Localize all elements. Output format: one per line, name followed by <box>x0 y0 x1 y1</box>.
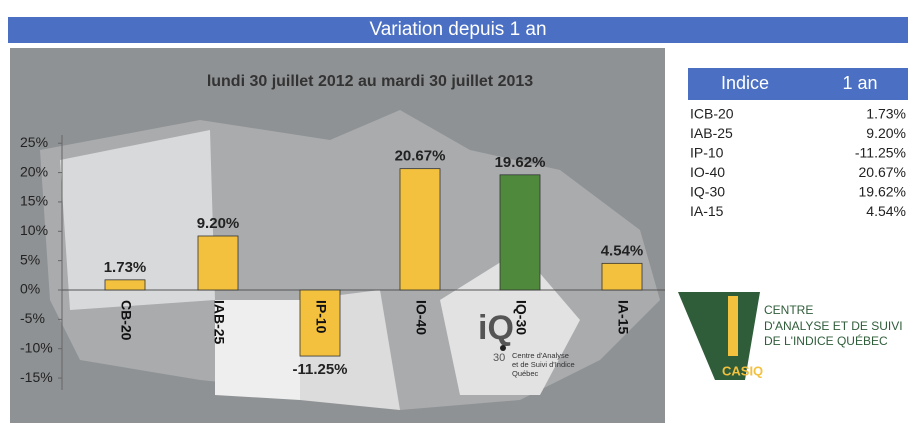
logo-text: CENTRE <box>764 303 813 317</box>
watermark-text: Centre d'Analyse <box>512 351 569 360</box>
table: Indice 1 an ICB-20 1.73% IAB-25 9.20% IP-10 -11… <box>688 68 908 219</box>
logo-mark: CASIQ <box>722 363 763 378</box>
bar <box>499 174 541 291</box>
table-cell: 4.54% <box>866 203 906 219</box>
data-label: 4.54% <box>601 242 644 259</box>
map-province <box>60 130 215 310</box>
table-header <box>688 68 908 100</box>
table-cell: IA-15 <box>690 203 724 219</box>
y-tick-label: 15% <box>20 193 48 209</box>
bar <box>299 289 341 357</box>
chart-title: Variation depuis 1 an <box>369 19 546 40</box>
bar <box>104 279 146 291</box>
logo: CENTRE D'ANALYSE ET DE SUIVI DE L'INDICE… <box>678 292 903 380</box>
x-tick-label: IA-15 <box>615 300 631 334</box>
table-cell: 9.20% <box>866 125 906 141</box>
x-tick-label: IQ-30 <box>513 300 529 335</box>
logo-text: D'ANALYSE ET DE SUIVI <box>764 319 903 333</box>
y-tick-label: 10% <box>20 222 48 238</box>
table-cell: IAB-25 <box>690 125 733 141</box>
x-tick-label: IP-10 <box>313 300 329 334</box>
y-tick-label: -10% <box>20 339 53 355</box>
y-tick-label: -15% <box>20 369 53 385</box>
x-tick-label: IO-40 <box>413 300 429 335</box>
bar <box>197 235 239 291</box>
table-cell: -11.25% <box>855 145 906 161</box>
table-cell: 1.73% <box>866 106 906 122</box>
bar <box>601 262 643 291</box>
data-label: 9.20% <box>197 215 240 232</box>
x-tick-label: IAB-25 <box>211 300 227 345</box>
logo-text: DE L'INDICE QUÉBEC <box>764 333 888 348</box>
table-cell: 20.67% <box>859 164 906 180</box>
logo-shape <box>678 292 760 380</box>
table-cell: IP-10 <box>690 145 724 161</box>
watermark-dot <box>500 345 506 351</box>
y-tick-label: -5% <box>20 310 45 326</box>
x-tick-label: CB-20 <box>118 300 134 341</box>
table-cell: 19.62% <box>859 184 906 200</box>
map-province <box>215 300 300 400</box>
y-tick-label: 20% <box>20 163 48 179</box>
table-cell: IQ-30 <box>690 184 725 200</box>
data-label: 20.67% <box>395 148 446 165</box>
map-province <box>440 250 580 395</box>
y-tick-label: 5% <box>20 251 40 267</box>
title-bar <box>8 17 908 43</box>
y-tick-label: 0% <box>20 281 40 297</box>
logo-bar <box>728 296 738 356</box>
watermark-number: 30 <box>493 352 505 364</box>
data-label: -11.25% <box>292 361 347 378</box>
table-header-cell: Indice <box>721 73 769 93</box>
chart-subtitle: lundi 30 juillet 2012 au mardi 30 juille… <box>207 73 533 90</box>
data-label: 19.62% <box>495 154 546 171</box>
watermark-text: Québec <box>512 369 539 378</box>
y-tick-label: 25% <box>20 134 48 150</box>
data-label: 1.73% <box>104 259 147 276</box>
watermark-mark: iQ <box>478 309 514 347</box>
bar <box>399 168 441 291</box>
table-cell: ICB-20 <box>690 106 734 122</box>
table-header-cell: 1 an <box>842 73 877 93</box>
watermark-text: et de Suivi d'Indice <box>512 360 575 369</box>
table-cell: IO-40 <box>690 164 725 180</box>
